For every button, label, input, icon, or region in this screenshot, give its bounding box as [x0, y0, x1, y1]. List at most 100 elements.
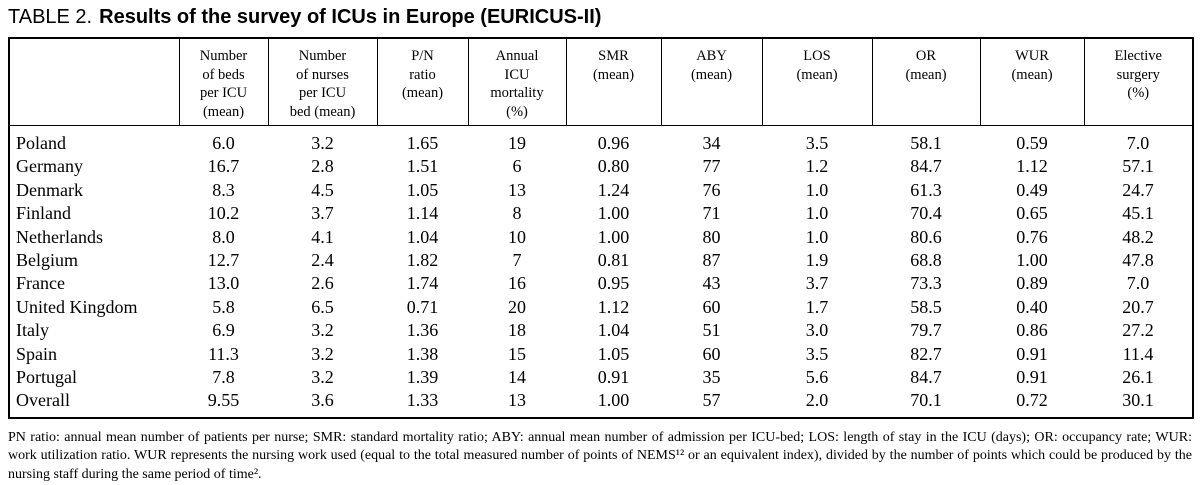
- column-header-elective: Elective surgery (%): [1083, 38, 1194, 126]
- value-cell: 51: [702, 320, 721, 341]
- value-cell: 73.3: [910, 273, 942, 294]
- value-cell: 27.2: [1122, 320, 1154, 341]
- value-cell: 0.89: [1016, 273, 1048, 294]
- value-cell: 6.9: [212, 320, 235, 341]
- value-cell: 1.00: [1016, 250, 1048, 271]
- value-cell: 10.2: [207, 203, 240, 224]
- results-table: Number of beds per ICU (mean) Number of …: [8, 37, 1194, 419]
- value-cell: 43: [702, 273, 721, 294]
- value-cell: 70.4: [910, 203, 942, 224]
- value-cell: 2.8: [311, 156, 334, 177]
- value-cell: 71: [702, 203, 721, 224]
- column-header-beds: Number of beds per ICU (mean): [178, 38, 269, 126]
- value-cell: 0.96: [597, 133, 630, 153]
- value-cell: 45.1: [1122, 203, 1154, 224]
- value-cell: 1.38: [406, 343, 439, 364]
- table-row: Italy 6.9 3.2 1.36 18 1.04 51 3.0 79.7 0.86 27.2: [9, 319, 1193, 342]
- value-cell: 35: [702, 367, 721, 388]
- country-cell: France: [16, 273, 65, 294]
- value-cell: 1.74: [406, 273, 439, 294]
- value-cell: 0.91: [1016, 343, 1048, 364]
- value-cell: 2.4: [311, 250, 334, 271]
- column-header-wur: WUR (mean): [979, 38, 1085, 126]
- value-cell: 60: [702, 343, 721, 364]
- value-cell: 1.33: [406, 390, 439, 411]
- value-cell: 48.2: [1122, 226, 1154, 247]
- value-cell: 70.1: [910, 390, 942, 411]
- value-cell: 0.91: [1016, 367, 1048, 388]
- value-cell: 1.39: [406, 367, 439, 388]
- value-cell: 2.0: [805, 390, 829, 411]
- value-cell: 77: [702, 156, 721, 177]
- table-row: United Kingdom 5.8 6.5 0.71 20 1.12 60 1.7 58.5 0…: [9, 296, 1193, 319]
- value-cell: 3.7: [311, 203, 334, 224]
- column-header-pn-ratio: P/N ratio (mean): [376, 38, 469, 126]
- value-cell: 1.0: [805, 179, 829, 200]
- value-cell: 20: [508, 296, 526, 317]
- value-cell: 8: [512, 203, 522, 224]
- value-cell: 3.5: [805, 343, 829, 364]
- value-cell: 3.2: [311, 320, 334, 341]
- value-cell: 1.7: [805, 296, 829, 317]
- value-cell: 7.8: [212, 367, 235, 388]
- value-cell: 0.40: [1016, 296, 1048, 317]
- value-cell: 12.7: [207, 250, 240, 271]
- value-cell: 1.04: [597, 320, 630, 341]
- value-cell: 4.1: [311, 226, 334, 247]
- table-header: Number of beds per ICU (mean) Number of …: [8, 38, 1194, 126]
- value-cell: 0.49: [1016, 179, 1048, 200]
- table-title: TABLE 2. Results of the survey of ICUs in…: [8, 5, 1192, 30]
- table-number: TABLE 2.: [8, 6, 93, 28]
- value-cell: 0.80: [597, 156, 630, 177]
- value-cell: 68.8: [910, 250, 942, 271]
- value-cell: 80.6: [910, 226, 942, 247]
- value-cell: 1.12: [1016, 156, 1048, 177]
- value-cell: 3.0: [805, 320, 829, 341]
- country-cell: Poland: [16, 133, 67, 153]
- value-cell: 30.1: [1122, 390, 1154, 411]
- table-row: Spain 11.3 3.2 1.38 15 1.05 60 3.5 82.7 0.91 11.4: [9, 343, 1193, 366]
- value-cell: 1.0: [805, 203, 829, 224]
- value-cell: 16: [508, 273, 526, 294]
- country-cell: United Kingdom: [16, 296, 138, 317]
- value-cell: 1.00: [597, 390, 630, 411]
- value-cell: 8.0: [212, 226, 235, 247]
- value-cell: 20.7: [1122, 296, 1154, 317]
- value-cell: 80: [702, 226, 721, 247]
- value-cell: 13: [508, 179, 526, 200]
- value-cell: 13: [508, 390, 526, 411]
- value-cell: 84.7: [910, 367, 942, 388]
- value-cell: 1.24: [597, 179, 630, 200]
- value-cell: 57: [702, 390, 721, 411]
- value-cell: 76: [702, 179, 721, 200]
- value-cell: 8.3: [212, 179, 235, 200]
- value-cell: 7: [512, 250, 522, 271]
- value-cell: 19: [508, 133, 526, 153]
- value-cell: 0.59: [1016, 133, 1048, 153]
- value-cell: 1.51: [406, 156, 439, 177]
- value-cell: 1.00: [597, 203, 630, 224]
- value-cell: 0.81: [597, 250, 630, 271]
- country-cell: Spain: [16, 343, 58, 364]
- value-cell: 1.0: [805, 226, 829, 247]
- table-row: Overall 9.55 3.6 1.33 13 1.00 57 2.0 70.1 0.72 30.…: [9, 389, 1193, 417]
- value-cell: 0.72: [1016, 390, 1048, 411]
- country-cell: Overall: [16, 390, 70, 411]
- value-cell: 61.3: [910, 179, 942, 200]
- value-cell: 24.7: [1122, 179, 1154, 200]
- value-cell: 0.91: [597, 367, 630, 388]
- value-cell: 9.55: [207, 390, 240, 411]
- corner-header-cell: [8, 38, 180, 126]
- value-cell: 1.04: [406, 226, 439, 247]
- value-cell: 10: [508, 226, 526, 247]
- value-cell: 1.05: [597, 343, 630, 364]
- value-cell: 0.65: [1016, 203, 1048, 224]
- value-cell: 0.95: [597, 273, 630, 294]
- value-cell: 1.12: [597, 296, 630, 317]
- value-cell: 1.00: [597, 226, 630, 247]
- results-table-body: Poland 6.0 3.2 1.65 19 0.96 34 3.5 58.1 0.59 7.0 Ge…: [9, 126, 1193, 418]
- table-row: Germany 16.7 2.8 1.51 6 0.80 77 1.2 84.7 1.12 57.1: [9, 155, 1193, 178]
- value-cell: 26.1: [1122, 367, 1154, 388]
- value-cell: 79.7: [910, 320, 942, 341]
